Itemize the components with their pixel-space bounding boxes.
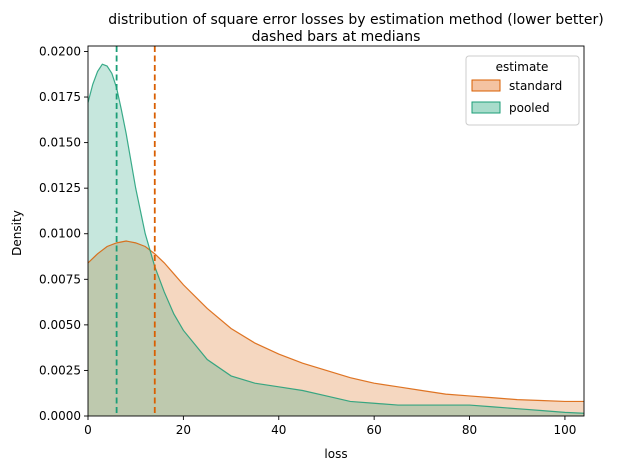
density-fills <box>88 64 584 416</box>
y-tick-label: 0.0075 <box>39 272 81 286</box>
y-axis-label: Density <box>10 210 24 256</box>
density-line-standard <box>88 240 584 403</box>
axes: 0 20 40 60 80 100 0.0000 0.0025 0.0050 0.0075 0.01… <box>39 44 585 437</box>
chart-title: distribution of square error losses by e… <box>108 12 603 28</box>
median-lines <box>115 46 156 416</box>
y-tick-label: 0.0125 <box>39 181 81 195</box>
chart-subtitle: dashed bars at medians <box>252 29 421 45</box>
legend-label-standard: standard <box>509 79 562 93</box>
density-area-pooled <box>88 64 584 416</box>
x-tick-label: 40 <box>271 423 286 437</box>
legend-swatch-pooled <box>471 101 501 114</box>
density-area-standard <box>88 241 584 416</box>
density-line-pooled <box>88 63 584 414</box>
y-tick-label: 0.0025 <box>39 363 81 377</box>
y-tick-label: 0.0000 <box>39 409 81 423</box>
x-tick-label: 100 <box>553 423 576 437</box>
y-tick-label: 0.0100 <box>39 227 81 241</box>
legend-swatch-standard <box>471 79 501 92</box>
x-tick-label: 20 <box>176 423 191 437</box>
legend-title: estimate <box>496 60 549 74</box>
density-lines <box>88 63 584 414</box>
y-tick-label: 0.0175 <box>39 90 81 104</box>
legend-label-pooled: pooled <box>509 101 550 115</box>
y-tick-label: 0.0200 <box>39 44 81 58</box>
y-tick-label: 0.0050 <box>39 318 81 332</box>
x-tick-label: 80 <box>462 423 477 437</box>
legend: estimate standard pooled <box>465 55 580 126</box>
plot-frame <box>87 45 585 417</box>
x-tick-label: 60 <box>367 423 382 437</box>
x-axis-label: loss <box>324 447 347 461</box>
y-tick-label: 0.0150 <box>39 136 81 150</box>
x-tick-label: 0 <box>84 423 92 437</box>
